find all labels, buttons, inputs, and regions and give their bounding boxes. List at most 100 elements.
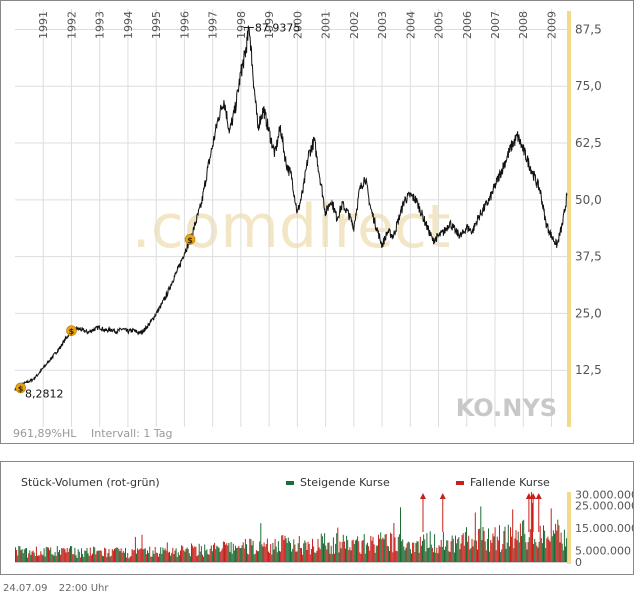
volume-bar xyxy=(346,535,348,562)
volume-bar xyxy=(563,529,565,562)
y-tick-label: 62,5 xyxy=(575,136,602,150)
volume-bar xyxy=(120,548,122,562)
volume-bar xyxy=(82,554,84,562)
volume-bar xyxy=(541,543,543,562)
volume-bar xyxy=(79,557,81,562)
volume-bar xyxy=(77,549,79,562)
volume-bar xyxy=(202,554,203,562)
volume-bar xyxy=(293,539,295,562)
volume-bar xyxy=(141,534,143,562)
volume-bar xyxy=(402,539,404,562)
volume-bar xyxy=(420,545,422,562)
volume-bar xyxy=(324,533,326,562)
volume-bar xyxy=(547,536,549,562)
volume-bar xyxy=(339,541,341,562)
volume-bar xyxy=(100,550,102,562)
volume-bar xyxy=(460,543,462,562)
volume-bar xyxy=(489,551,491,562)
volume-bar xyxy=(210,545,212,562)
volume-bar xyxy=(28,553,30,562)
overflow-arrow xyxy=(525,493,532,499)
volume-bar xyxy=(60,554,62,562)
current-period-band xyxy=(567,492,571,564)
volume-bar xyxy=(343,541,345,562)
volume-bar xyxy=(273,549,275,562)
volume-bar xyxy=(121,552,123,562)
volume-bar xyxy=(466,527,467,562)
volume-bar xyxy=(33,552,35,562)
x-tick-label: 2001 xyxy=(320,11,333,39)
volume-bar xyxy=(248,554,250,562)
volume-bar xyxy=(156,553,158,562)
volume-bar xyxy=(65,552,67,562)
volume-bar xyxy=(455,535,456,562)
volume-bar xyxy=(444,549,445,562)
volume-bar xyxy=(161,553,163,562)
volume-bar xyxy=(543,525,544,562)
volume-bar xyxy=(473,540,475,562)
x-tick-label: 2005 xyxy=(433,11,446,39)
volume-bar xyxy=(461,535,463,562)
volume-bar xyxy=(173,554,175,562)
volume-bar xyxy=(445,546,447,562)
volume-bar xyxy=(63,547,65,562)
volume-bar xyxy=(233,550,235,562)
volume-bar xyxy=(99,550,101,562)
volume-bar xyxy=(446,540,448,562)
volume-bar xyxy=(491,542,493,562)
volume-bar xyxy=(103,556,104,562)
volume-bar xyxy=(149,546,151,562)
volume-bar xyxy=(363,534,365,562)
volume-bar xyxy=(514,538,516,562)
volume-bar xyxy=(337,527,339,562)
x-tick-label: 1996 xyxy=(178,11,191,39)
volume-bar xyxy=(532,503,533,562)
timestamp-footer: 24.07.09 22:00 Uhr xyxy=(3,583,116,594)
x-tick-label: 1995 xyxy=(150,11,163,39)
volume-bar xyxy=(24,548,26,562)
volume-bar xyxy=(41,554,43,562)
volume-bar xyxy=(76,558,78,562)
volume-bar xyxy=(320,533,322,562)
volume-bar xyxy=(407,541,409,562)
volume-bar xyxy=(560,532,562,562)
volume-bar xyxy=(315,552,317,562)
volume-bar xyxy=(22,553,24,562)
volume-bar xyxy=(475,540,477,562)
volume-bar xyxy=(508,546,510,562)
volume-bar xyxy=(447,540,449,562)
x-tick-label: 2000 xyxy=(291,11,304,39)
volume-bar xyxy=(62,548,64,562)
volume-bar xyxy=(332,537,334,562)
volume-bar xyxy=(284,535,286,562)
volume-bar xyxy=(544,530,546,562)
footer-time: 22:00 Uhr xyxy=(58,583,109,594)
volume-bar xyxy=(298,536,300,562)
volume-bar xyxy=(177,552,179,562)
volume-bar xyxy=(132,550,134,562)
volume-bar xyxy=(342,534,344,562)
volume-bar xyxy=(129,557,131,562)
volume-bar xyxy=(72,554,74,562)
volume-bar xyxy=(453,552,455,562)
volume-bar xyxy=(56,546,58,562)
volume-bar xyxy=(277,541,279,562)
volume-bar xyxy=(404,550,406,562)
volume-bar xyxy=(178,555,180,562)
volume-bar xyxy=(250,539,252,562)
volume-bar xyxy=(49,550,51,562)
volume-bar xyxy=(225,544,227,562)
volume-bar xyxy=(449,552,451,562)
volume-bar xyxy=(521,536,522,562)
volume-bar xyxy=(244,538,246,562)
volume-bar xyxy=(118,549,120,562)
volume-y-tick-label: 30.000.000 xyxy=(575,488,633,501)
volume-bar xyxy=(73,554,75,562)
volume-bar xyxy=(227,545,229,562)
volume-bar xyxy=(565,546,566,562)
volume-bar xyxy=(436,547,438,562)
volume-bar xyxy=(462,533,464,562)
volume-bar xyxy=(182,546,184,562)
volume-bar xyxy=(485,550,487,562)
volume-bar xyxy=(95,554,97,562)
